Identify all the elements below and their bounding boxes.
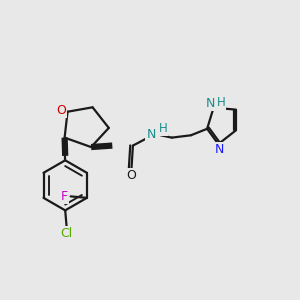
Text: N: N <box>206 97 215 110</box>
Text: N: N <box>215 143 224 156</box>
Text: N: N <box>146 128 156 141</box>
Text: F: F <box>61 190 68 203</box>
Text: H: H <box>159 122 167 135</box>
Text: H: H <box>217 96 225 109</box>
Text: Cl: Cl <box>61 227 73 240</box>
Text: O: O <box>56 104 66 117</box>
Text: O: O <box>127 169 136 182</box>
